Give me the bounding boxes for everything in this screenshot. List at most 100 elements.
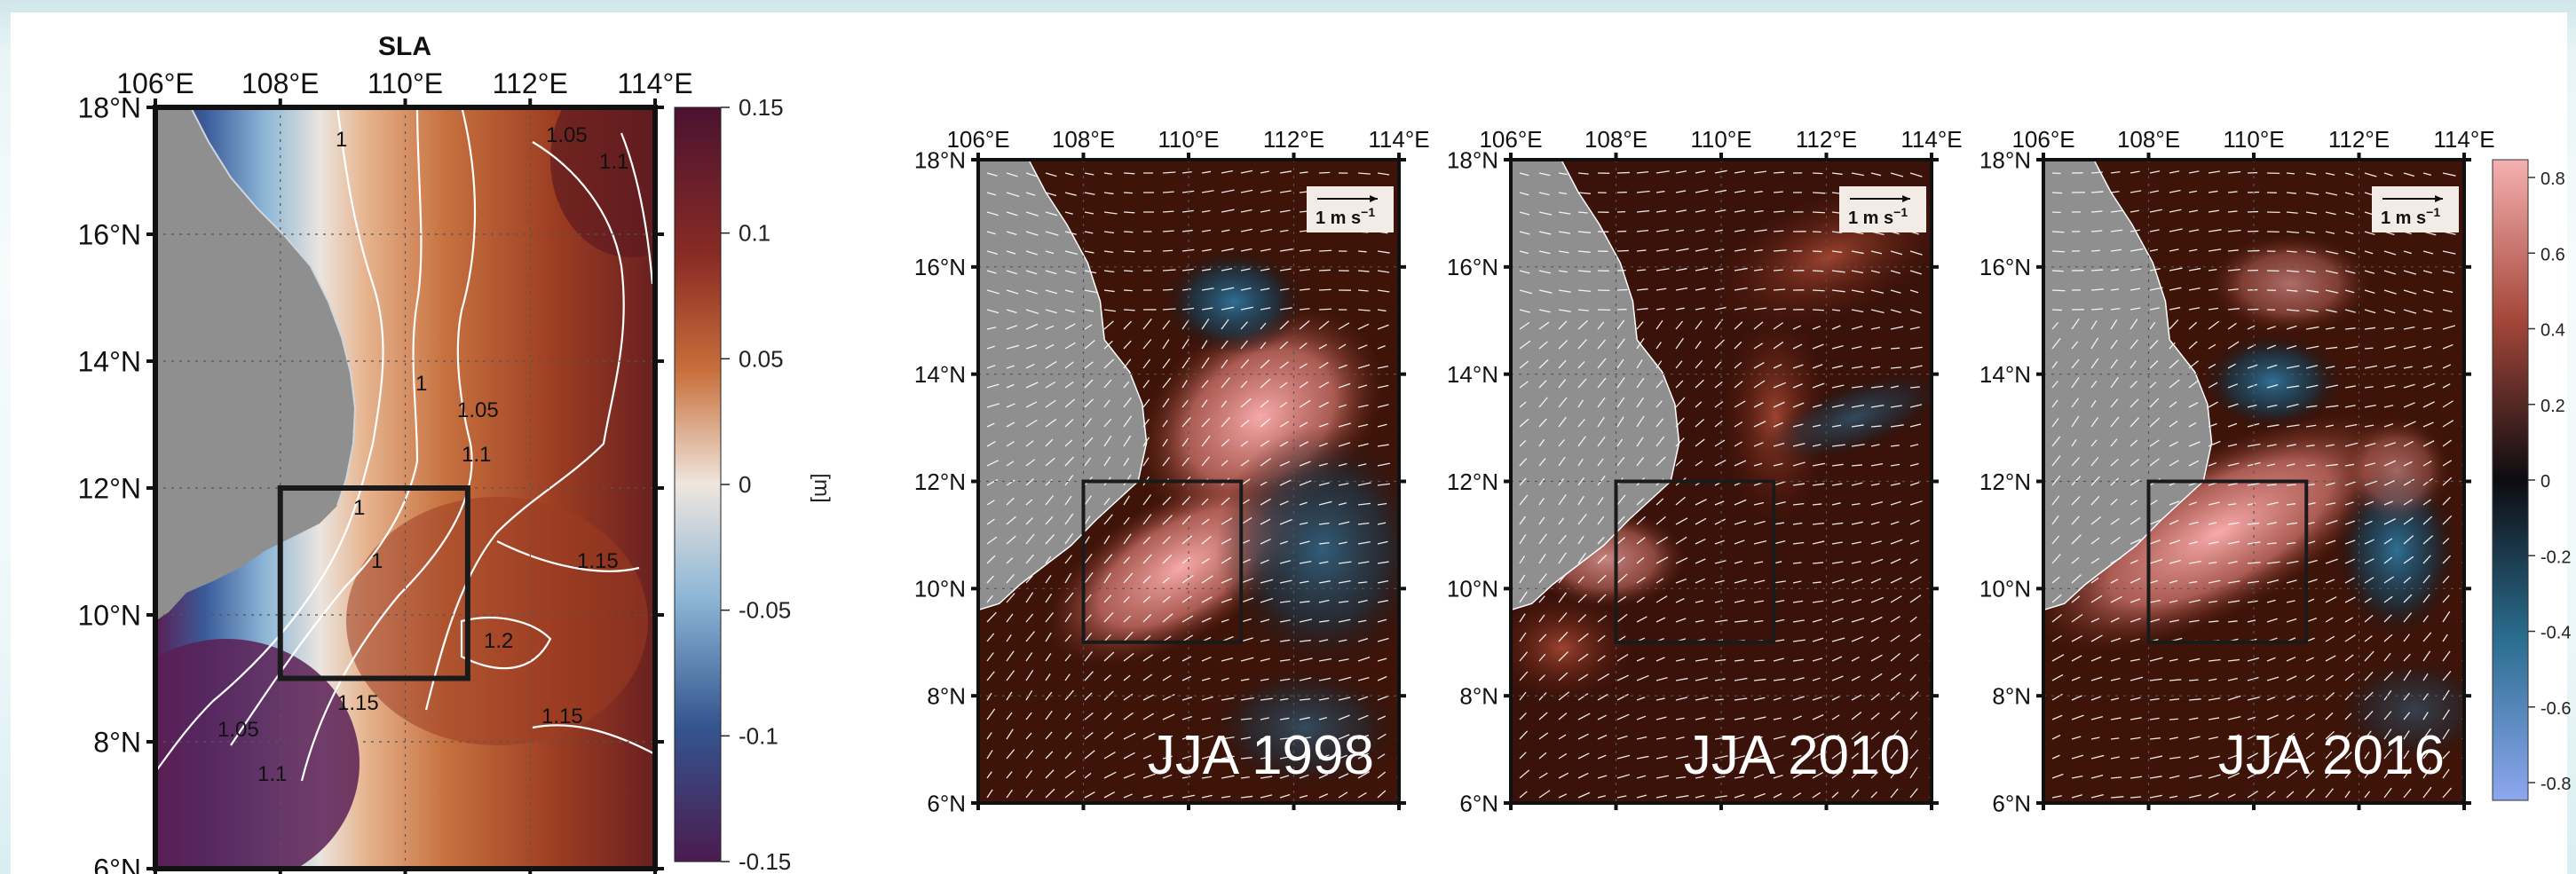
current-vector [1064,769,1076,779]
current-vector [2130,578,2141,584]
current-vector [2188,736,2201,740]
current-vector [1045,751,1054,760]
current-vector [1851,541,1862,545]
current-vector [986,365,996,369]
current-vector [2208,678,2217,681]
current-vector [2149,678,2162,681]
current-vector [1695,657,1709,662]
current-vector [1773,322,1784,330]
current-vector [986,611,997,623]
current-vector [1558,456,1566,467]
current-vector [1714,518,1727,525]
current-vector [2247,383,2257,389]
current-vector [1909,653,1919,662]
current-vector [1064,752,1072,760]
current-vector [2286,484,2296,486]
current-vector [2169,756,2181,760]
current-vector [1045,231,1059,236]
current-vector [1851,712,1862,720]
current-vector [2442,728,2450,740]
current-vector [2305,172,2317,176]
current-vector [2422,309,2433,313]
current-vector [2422,250,2434,255]
current-vector [1636,288,1648,291]
current-vector [2149,190,2160,193]
current-vector [1675,717,1685,720]
current-vector [2130,439,2138,447]
current-vector [1616,397,1625,408]
current-vector [1201,696,1213,701]
current-vector [1734,619,1748,623]
current-vector [1734,677,1748,681]
current-vector [1201,677,1211,681]
current-vector [1558,651,1569,662]
current-vector [1064,270,1077,274]
colorbar-tick-label: -0.4 [2540,624,2571,643]
current-vector [1890,172,1904,177]
current-vector [1377,579,1389,584]
current-vector [2071,439,2077,447]
current-vector [1636,338,1645,350]
current-vector [1870,578,1882,584]
current-vector [2344,501,2354,506]
current-vector [2383,500,2393,506]
current-vector [2188,775,2202,779]
current-vector [2305,769,2315,779]
current-vector [2208,501,2220,506]
current-vector [2071,516,2080,525]
current-vector [1870,483,1880,486]
current-vector [1616,573,1628,584]
current-vector [2442,709,2450,720]
current-vector [1792,343,1803,350]
current-vector [1201,399,1208,408]
current-vector [986,692,992,701]
current-vector [2110,438,2118,447]
current-vector [1025,652,1033,662]
current-vector [1377,384,1389,389]
current-vector [1558,359,1567,369]
current-vector [1045,325,1055,330]
current-vector [1064,231,1077,235]
current-vector [2169,209,2182,213]
current-vector [1870,616,1883,623]
current-vector [1103,399,1110,408]
current-vector [2208,540,2219,545]
current-vector [1006,573,1015,584]
current-vector [1753,249,1763,252]
current-vector [2110,498,2118,506]
current-vector [986,289,1000,295]
current-vector [1519,321,1530,330]
current-vector [1006,192,1020,197]
current-vector [2325,192,2338,196]
current-vector [1181,496,1191,506]
current-vector [1773,735,1786,740]
current-vector [1714,718,1725,720]
current-vector [1734,190,1746,193]
current-vector [1123,270,1134,272]
sla-title: SLA [378,32,431,61]
current-vector [986,309,1000,314]
current-vector [2090,191,2104,193]
current-vector [1636,171,1649,174]
current-vector [1538,458,1546,467]
current-vector [1045,211,1058,217]
current-vector [2188,380,2199,389]
current-vector [1201,287,1214,291]
current-vector [1734,170,1746,174]
current-vector [1299,171,1308,174]
current-vector [2130,658,2140,662]
current-vector [2090,634,2103,642]
current-vector [1812,637,1824,642]
y-tick-label: 12°N [78,473,142,505]
current-vector [1260,440,1270,447]
current-vector [2051,576,2060,584]
current-vector [1695,578,1705,584]
current-vector [1714,189,1727,193]
current-vector [2130,459,2140,467]
current-vector [2344,577,2355,584]
current-vector [1714,339,1725,350]
current-vector [1538,358,1549,369]
current-vector [1221,229,1230,232]
current-vector [1123,712,1134,720]
current-vector [2051,654,2065,662]
